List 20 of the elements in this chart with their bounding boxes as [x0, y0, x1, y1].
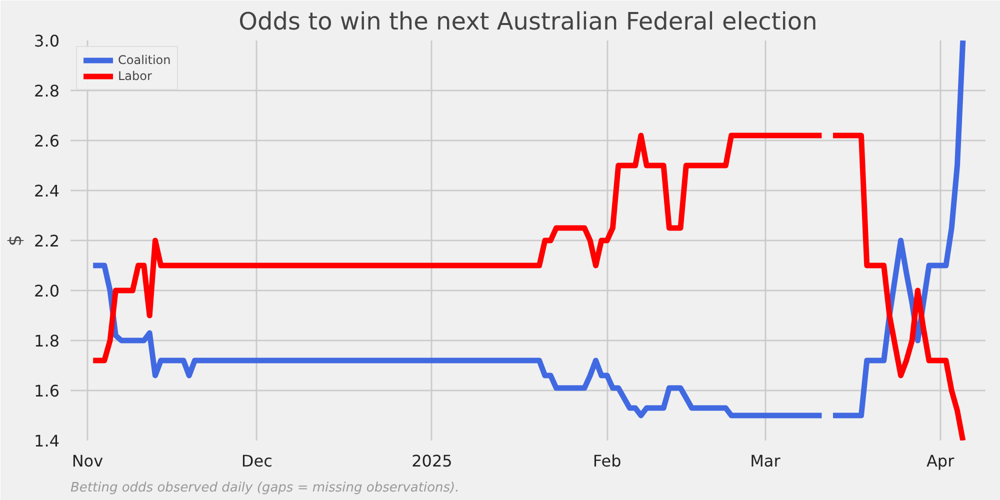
- x-tick-label: Apr: [926, 452, 955, 470]
- legend-label: Coalition: [118, 53, 171, 67]
- x-tick-label: Mar: [750, 452, 781, 470]
- text: Betting odds observed daily (gaps = missing observations).: [70, 480, 460, 496]
- y-tick-label: 1.6: [34, 382, 60, 400]
- y-tick-label: 1.8: [34, 332, 60, 350]
- y-tick-label: 3.0: [34, 32, 60, 50]
- y-tick-label: 2.8: [34, 82, 60, 100]
- x-tick-label: Feb: [592, 452, 622, 470]
- x-tick-label: Nov: [72, 452, 104, 470]
- y-tick-label: 2.2: [34, 232, 60, 250]
- y-tick-label: 1.4: [34, 432, 60, 450]
- y-tick-label: 2.6: [34, 132, 60, 150]
- x-tick-label: Dec: [241, 452, 272, 470]
- y-axis-title: $: [5, 234, 26, 246]
- x-tick-label: 2025: [412, 452, 452, 470]
- legend-label: Labor: [118, 69, 152, 83]
- y-tick-label: 2.0: [34, 282, 60, 300]
- y-tick-label: 2.4: [34, 182, 60, 200]
- chart-title: Odds to win the next Australian Federal election: [238, 8, 818, 36]
